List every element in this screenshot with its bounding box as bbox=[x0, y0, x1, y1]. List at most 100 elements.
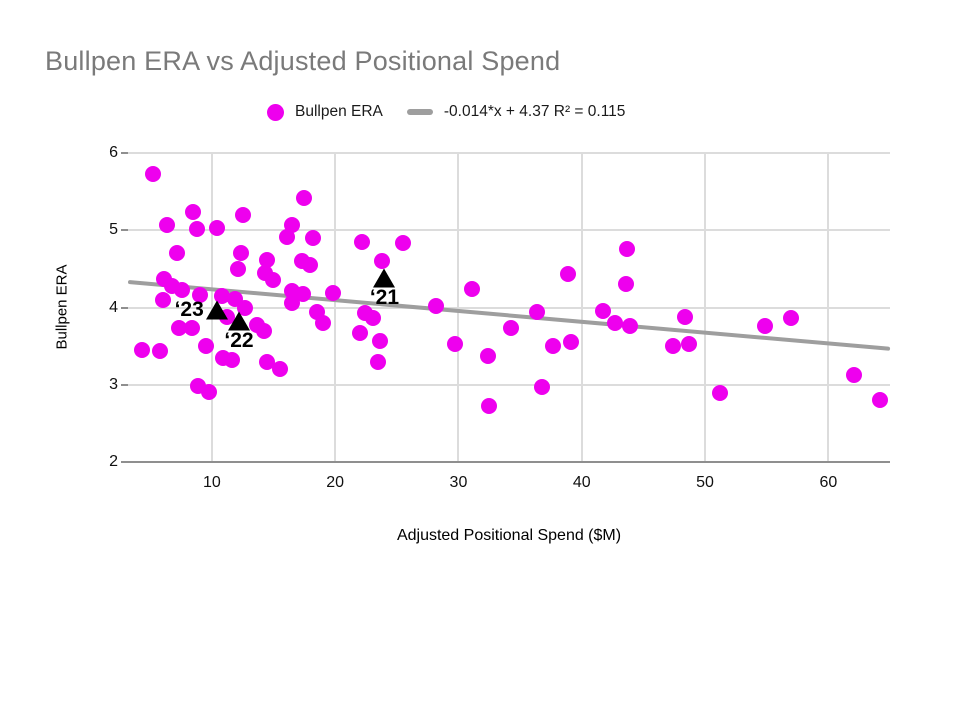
data-point bbox=[197, 338, 214, 355]
season-marker-label: ‘23 bbox=[174, 297, 204, 321]
data-point bbox=[233, 244, 250, 261]
data-point bbox=[229, 260, 246, 277]
data-point bbox=[265, 271, 282, 288]
data-point bbox=[324, 284, 341, 301]
data-point bbox=[279, 229, 296, 246]
data-point bbox=[428, 297, 445, 314]
data-point bbox=[370, 353, 387, 370]
y-tick-label: 2 bbox=[109, 453, 118, 470]
legend-series-swatch-icon bbox=[267, 103, 284, 121]
y-tick-label: 5 bbox=[109, 221, 118, 239]
data-point bbox=[711, 385, 728, 402]
x-tick-label: 40 bbox=[572, 474, 591, 491]
data-point bbox=[562, 334, 579, 351]
data-point bbox=[184, 320, 201, 337]
y-gridline bbox=[128, 229, 890, 232]
data-point bbox=[283, 216, 300, 233]
legend-trendline-label: -0.014*x + 4.37 R² = 0.115 bbox=[443, 103, 626, 120]
data-point bbox=[133, 341, 150, 358]
data-point bbox=[283, 294, 300, 311]
season-marker-label: ‘22 bbox=[224, 328, 254, 352]
plot-area: 2 3 4 5 6 10 20 30 40 50 60 ‘21 ‘22 ‘23 bbox=[109, 144, 891, 491]
x-tick-label: 10 bbox=[202, 474, 221, 491]
data-point bbox=[681, 335, 698, 352]
data-point bbox=[677, 308, 694, 325]
x-gridline bbox=[457, 153, 460, 462]
data-point bbox=[296, 189, 313, 206]
data-point bbox=[154, 291, 171, 308]
data-point bbox=[255, 323, 272, 340]
legend-series-label: Bullpen ERA bbox=[295, 103, 383, 120]
data-point bbox=[185, 203, 202, 220]
x-axis-line bbox=[128, 461, 890, 463]
season-marker-label: ‘21 bbox=[369, 286, 400, 310]
data-point bbox=[152, 342, 169, 359]
y-tick-label: 3 bbox=[109, 375, 118, 393]
data-point bbox=[446, 335, 463, 352]
data-point bbox=[371, 333, 388, 350]
x-tick-label: 30 bbox=[449, 474, 468, 491]
data-point bbox=[170, 319, 187, 336]
y-gridline bbox=[128, 306, 890, 309]
y-axis-tick bbox=[121, 152, 128, 154]
data-point bbox=[621, 318, 638, 335]
data-point bbox=[545, 338, 562, 355]
data-point bbox=[234, 206, 251, 223]
data-point bbox=[619, 240, 636, 257]
data-point bbox=[201, 383, 218, 400]
data-point bbox=[351, 324, 368, 341]
data-point bbox=[503, 320, 520, 337]
data-point bbox=[757, 318, 774, 335]
data-point bbox=[607, 314, 624, 331]
data-point bbox=[208, 219, 225, 236]
data-point bbox=[664, 338, 681, 355]
data-point bbox=[169, 244, 186, 261]
x-axis-title: Adjusted Positional Spend ($M) bbox=[396, 527, 622, 544]
x-tick-label: 20 bbox=[326, 474, 345, 491]
data-point bbox=[314, 314, 331, 331]
x-gridline bbox=[580, 153, 583, 462]
x-gridline bbox=[827, 153, 830, 462]
data-point bbox=[365, 309, 382, 326]
data-point bbox=[481, 397, 498, 414]
data-point bbox=[480, 348, 497, 365]
data-point bbox=[560, 266, 577, 283]
data-point bbox=[259, 251, 276, 268]
data-point bbox=[594, 302, 611, 319]
x-tick-label: 60 bbox=[819, 474, 838, 491]
chart-legend: Bullpen ERA -0.014*x + 4.37 R² = 0.115 bbox=[267, 101, 625, 123]
x-gridline bbox=[334, 153, 337, 462]
data-point bbox=[783, 309, 800, 326]
legend-trendline-swatch-icon bbox=[406, 109, 433, 115]
data-point bbox=[464, 280, 480, 297]
data-point bbox=[394, 234, 411, 251]
data-point bbox=[174, 281, 191, 298]
data-point bbox=[189, 221, 206, 238]
data-point bbox=[534, 379, 551, 396]
y-axis-tick bbox=[121, 306, 128, 309]
y-tick-label: 4 bbox=[109, 298, 118, 316]
data-point bbox=[144, 165, 161, 182]
season-marker-icon bbox=[373, 268, 396, 288]
data-point bbox=[618, 275, 635, 292]
data-point bbox=[213, 287, 230, 304]
chart-title: Bullpen ERA vs Adjusted Positional Spend bbox=[45, 46, 561, 76]
data-point bbox=[259, 353, 276, 370]
y-axis-tick bbox=[121, 383, 128, 386]
data-point bbox=[872, 392, 889, 409]
data-point bbox=[295, 285, 312, 302]
y-axis-tick bbox=[121, 229, 128, 232]
data-point bbox=[354, 233, 371, 250]
y-axis-title: Bullpen ERA bbox=[53, 264, 71, 350]
y-gridline bbox=[128, 152, 890, 154]
season-marker-icon bbox=[205, 300, 228, 320]
data-point bbox=[529, 304, 546, 321]
y-axis-tick bbox=[121, 461, 128, 463]
y-tick-label: 6 bbox=[109, 144, 118, 161]
x-tick-label: 50 bbox=[696, 474, 714, 491]
data-point bbox=[304, 229, 321, 246]
y-gridline bbox=[128, 383, 890, 386]
data-point bbox=[159, 216, 176, 233]
data-point bbox=[374, 253, 390, 270]
